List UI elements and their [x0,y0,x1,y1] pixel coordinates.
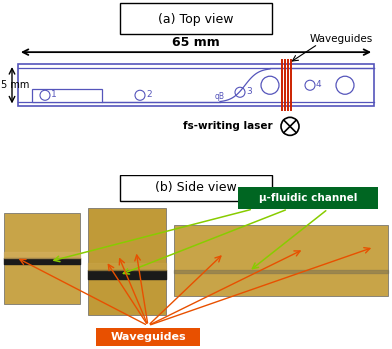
Bar [32,89,102,102]
Text: 1: 1 [51,90,57,99]
Text: fs-writing laser: fs-writing laser [183,121,273,131]
Text: 65 mm: 65 mm [172,36,220,49]
Text: (b) Side view: (b) Side view [155,181,237,194]
Bar [18,64,374,106]
Text: 5 mm: 5 mm [1,80,29,90]
Bar [238,187,378,209]
Bar [174,225,388,296]
Text: 3: 3 [246,87,252,96]
Text: 4: 4 [316,80,321,89]
Bar [4,213,80,304]
FancyBboxPatch shape [120,174,272,201]
Text: qB: qB [215,92,225,101]
Bar [96,328,200,346]
Bar [88,208,166,314]
FancyBboxPatch shape [120,3,272,34]
Text: μ-fluidic channel: μ-fluidic channel [259,193,357,203]
Text: Waveguides: Waveguides [310,34,373,44]
Text: Waveguides: Waveguides [110,332,186,342]
Text: 2: 2 [146,90,152,99]
Text: (a) Top view: (a) Top view [158,13,234,25]
